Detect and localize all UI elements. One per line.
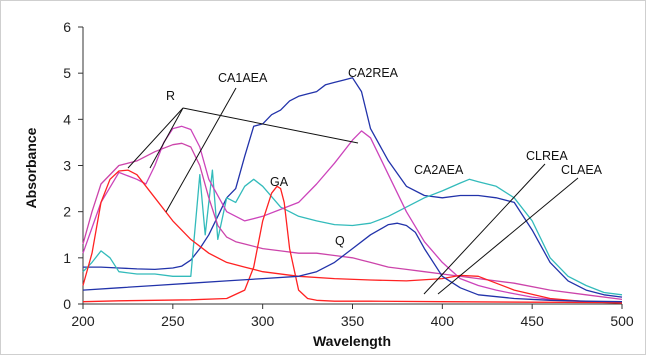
x-axis-label: Wavelength [313, 333, 391, 349]
y-tick-label: 3 [63, 158, 71, 174]
annotation-leader-line [149, 107, 184, 169]
x-tick-label: 450 [520, 313, 544, 329]
y-tick-label: 2 [63, 204, 71, 220]
annotation-leader-line [127, 107, 184, 169]
annotation-ca2aea: CA2AEA [414, 163, 464, 177]
y-axis-label: Absorbance [23, 127, 39, 208]
annotation-leader-line [165, 87, 237, 213]
series-line-clrea [82, 125, 623, 304]
series-line-q [82, 222, 623, 303]
annotation-clrea: CLREA [526, 149, 568, 163]
annotation-leader-line [182, 107, 359, 144]
series-line-ga [82, 185, 623, 304]
annotation-ca1aea: CA1AEA [218, 71, 268, 85]
y-tick-label: 5 [63, 65, 71, 81]
x-tick-label: 250 [161, 313, 185, 329]
y-tick-label: 1 [63, 250, 71, 266]
axes: 0 1 2 3 4 5 6 200 250 300 350 400 450 500 [63, 19, 634, 329]
series-layer [82, 77, 623, 304]
annotation-ca2rea: CA2REA [348, 66, 399, 80]
y-tick-label: 4 [63, 111, 71, 127]
annotation-r: R [166, 89, 175, 103]
y-tick-label: 0 [63, 296, 71, 312]
series-line-ca2rea [83, 77, 623, 298]
series-line-claea [82, 169, 623, 304]
series-line-ca1aea [82, 142, 623, 301]
y-tick-label: 6 [63, 19, 71, 35]
x-tick-label: 200 [71, 313, 95, 329]
annotation-q: Q [335, 234, 345, 248]
series-line-ca2aea [82, 169, 623, 296]
x-tick-label: 500 [610, 313, 634, 329]
annotation-leader-line [423, 163, 546, 295]
x-tick-label: 400 [431, 313, 455, 329]
x-tick-label: 350 [341, 313, 365, 329]
x-tick-label: 300 [251, 313, 275, 329]
annotation-ga: GA [270, 175, 289, 189]
annotation-claea: CLAEA [561, 163, 603, 177]
annotation-leader-line [437, 177, 579, 295]
